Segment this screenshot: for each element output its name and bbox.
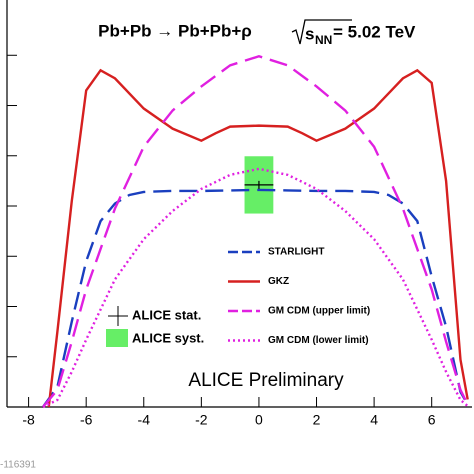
legend-label: STARLIGHT (268, 247, 324, 258)
energy-sub: NN (315, 33, 332, 47)
x-tick-label: -8 (22, 412, 35, 428)
legend-syst (106, 329, 128, 347)
footer: -116391 (0, 460, 36, 471)
legend-label: GM CDM (lower limit) (268, 335, 369, 346)
annotation: ALICE Preliminary (188, 370, 344, 391)
legend-label: GM CDM (upper limit) (268, 306, 370, 317)
x-tick-label: 0 (255, 412, 263, 428)
legend-label: GKZ (268, 276, 289, 287)
legend-label: ALICE syst. (132, 330, 204, 345)
x-tick-label: -4 (138, 412, 151, 428)
series-line (42, 55, 469, 408)
series-line (47, 68, 469, 408)
series-line (42, 167, 469, 409)
x-tick-label: -6 (80, 412, 93, 428)
series-line (42, 188, 469, 408)
root-sign (291, 19, 352, 45)
x-tick-label: -2 (195, 412, 208, 428)
legend-label: ALICE stat. (132, 307, 201, 322)
energy-rest: = 5.02 TeV (333, 22, 416, 41)
x-tick-label: 4 (370, 412, 378, 428)
energy-root: s (305, 24, 314, 43)
x-tick-label: 2 (313, 412, 321, 428)
x-tick-label: 6 (428, 412, 436, 428)
energy-label: s NN = 5.02 TeV (291, 19, 416, 47)
chart-title: Pb+Pb → Pb+Pb+ρ (98, 21, 252, 40)
